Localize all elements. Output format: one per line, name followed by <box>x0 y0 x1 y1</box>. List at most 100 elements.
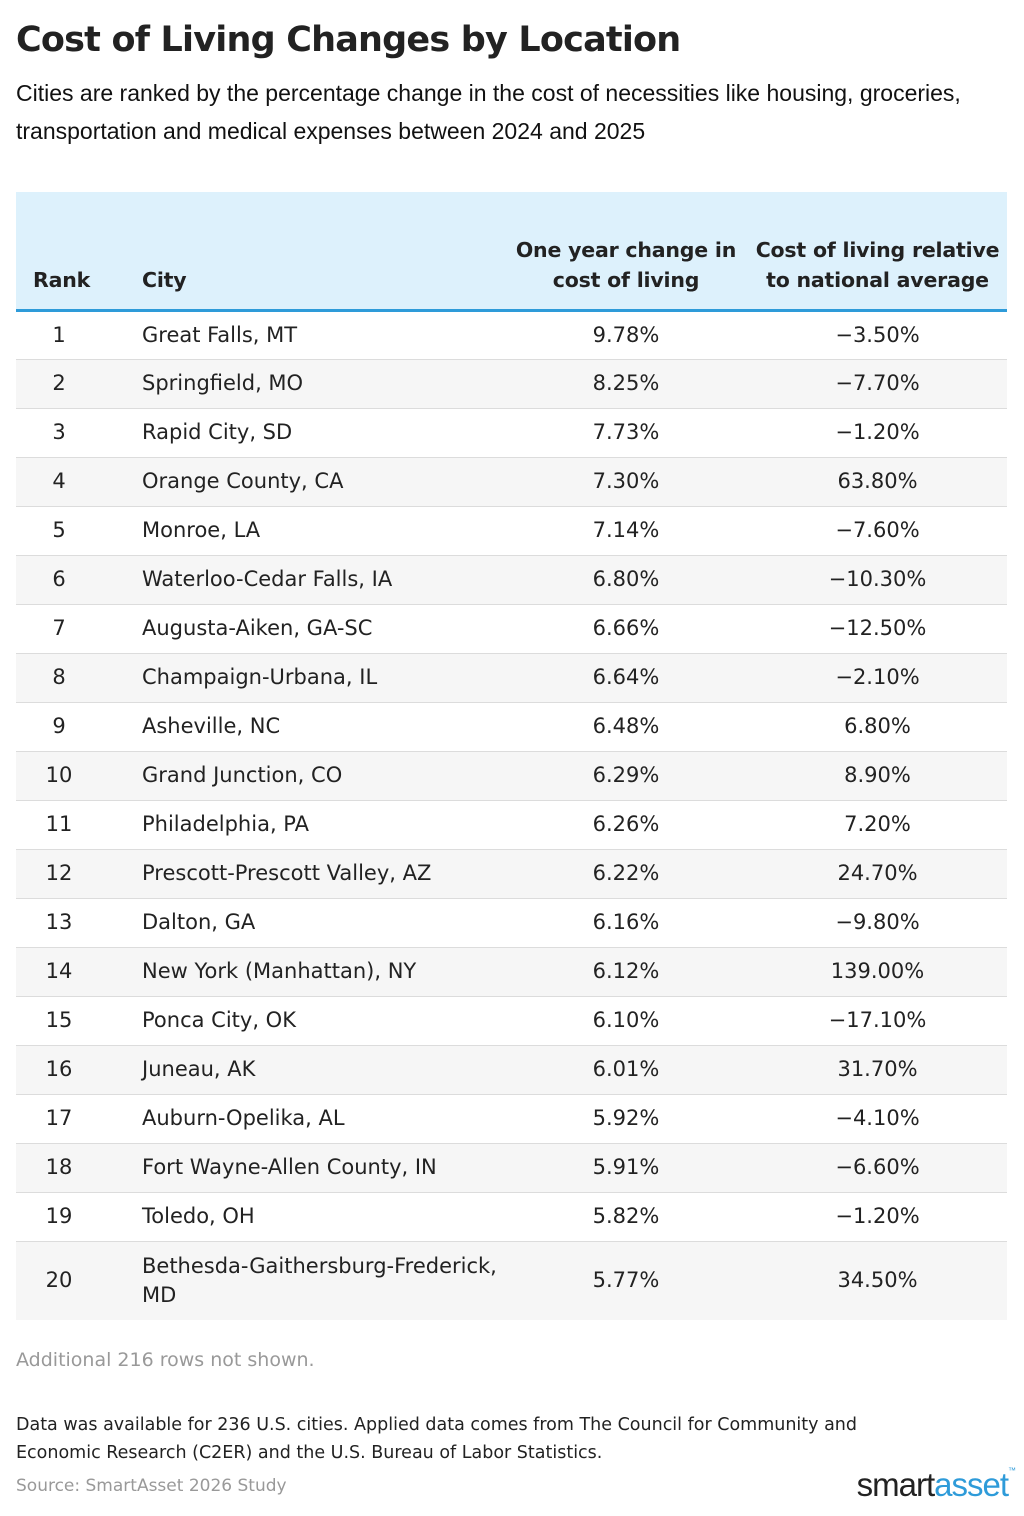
relative-cell: 139.00% <box>830 959 925 983</box>
rank-cell: 4 <box>52 469 66 493</box>
relative-cell: −17.10% <box>828 1008 927 1032</box>
table-row: 15 Ponca City, OK 6.10% −17.10% <box>16 996 1007 1045</box>
change-cell: 7.14% <box>592 518 660 542</box>
relative-cell: −12.50% <box>828 616 927 640</box>
change-cell: 6.29% <box>592 763 660 787</box>
rank-cell: 12 <box>45 861 73 885</box>
rank-cell: 8 <box>52 665 66 689</box>
table-row: 13 Dalton, GA 6.16% −9.80% <box>16 898 1007 947</box>
table-row: 12 Prescott-Prescott Valley, AZ 6.22% 24.70… <box>16 849 1007 898</box>
city-cell: Toledo, OH <box>142 1204 255 1228</box>
relative-cell: 34.50% <box>837 1268 918 1293</box>
change-cell: 7.30% <box>592 469 660 493</box>
column-header-relative: Cost of living relative to national aver… <box>748 192 1007 312</box>
change-cell: 6.80% <box>592 567 660 591</box>
table-row: 16 Juneau, AK 6.01% 31.70% <box>16 1045 1007 1094</box>
rank-cell: 9 <box>52 714 66 738</box>
city-cell: Ponca City, OK <box>142 1008 296 1032</box>
rank-cell: 10 <box>45 763 73 787</box>
table-row: 2 Springfield, MO 8.25% −7.70% <box>16 359 1007 408</box>
change-cell: 5.91% <box>592 1155 660 1179</box>
change-cell: 6.10% <box>592 1008 660 1032</box>
change-cell: 6.12% <box>592 959 660 983</box>
chart-subtitle: Cities are ranked by the percentage chan… <box>16 80 961 144</box>
rank-cell: 20 <box>45 1268 73 1293</box>
ranking-table: Rank City One year change in cost of liv… <box>16 192 1007 1320</box>
relative-cell: −7.60% <box>835 518 920 542</box>
table-row: 19 Toledo, OH 5.82% −1.20% <box>16 1192 1007 1241</box>
table-row: 14 New York (Manhattan), NY 6.12% 139.00% <box>16 947 1007 996</box>
rank-cell: 1 <box>52 322 66 347</box>
city-cell: Bethesda-Gaithersburg-Frederick, MD <box>142 1253 497 1307</box>
table-row: 4 Orange County, CA 7.30% 63.80% <box>16 457 1007 506</box>
city-cell: Philadelphia, PA <box>142 812 309 836</box>
change-cell: 6.16% <box>592 910 660 934</box>
relative-cell: −1.20% <box>835 1204 920 1228</box>
column-header-rank: Rank <box>16 192 102 312</box>
city-cell: Springfield, MO <box>142 371 304 395</box>
table-row: 10 Grand Junction, CO 6.29% 8.90% <box>16 751 1007 800</box>
relative-cell: 7.20% <box>844 812 911 836</box>
change-cell: 6.64% <box>592 665 660 689</box>
city-cell: Great Falls, MT <box>142 322 298 347</box>
city-cell: Augusta-Aiken, GA-SC <box>142 616 373 640</box>
table-row: 20 Bethesda-Gaithersburg-Frederick, MD 5.7… <box>16 1241 1007 1320</box>
chart-title: Cost of Living Changes by Location <box>16 20 681 60</box>
change-cell: 5.82% <box>592 1204 660 1228</box>
city-cell: New York (Manhattan), NY <box>142 959 417 983</box>
city-cell: Juneau, AK <box>142 1057 256 1081</box>
city-cell: Waterloo-Cedar Falls, IA <box>142 567 393 591</box>
table-row: 5 Monroe, LA 7.14% −7.60% <box>16 506 1007 555</box>
change-cell: 6.26% <box>592 812 660 836</box>
smartasset-logo: smartasset™ <box>856 1466 1016 1503</box>
rank-cell: 3 <box>52 420 66 444</box>
rank-cell: 13 <box>45 910 73 934</box>
table-row: 18 Fort Wayne-Allen County, IN 5.91% −6.60% <box>16 1143 1007 1192</box>
rank-cell: 11 <box>45 812 73 836</box>
change-cell: 8.25% <box>592 371 660 395</box>
city-cell: Fort Wayne-Allen County, IN <box>142 1155 437 1179</box>
rank-cell: 18 <box>45 1155 73 1179</box>
change-cell: 6.48% <box>592 714 660 738</box>
relative-cell: −4.10% <box>835 1106 920 1130</box>
source-note: Source: SmartAsset 2026 Study <box>16 1476 287 1496</box>
relative-cell: −6.60% <box>835 1155 920 1179</box>
rank-cell: 17 <box>45 1106 73 1130</box>
rank-cell: 2 <box>52 371 66 395</box>
rank-cell: 6 <box>52 567 66 591</box>
rank-cell: 7 <box>52 616 66 640</box>
rank-cell: 16 <box>45 1057 73 1081</box>
change-cell: 5.92% <box>592 1106 660 1130</box>
city-cell: Monroe, LA <box>142 518 261 542</box>
relative-cell: −10.30% <box>828 567 927 591</box>
data-footnote: Data was available for 236 U.S. cities. … <box>16 1415 857 1463</box>
table-row: 9 Asheville, NC 6.48% 6.80% <box>16 702 1007 751</box>
rank-cell: 15 <box>45 1008 73 1032</box>
column-header-change: One year change in cost of living <box>504 192 748 312</box>
table-row: 6 Waterloo-Cedar Falls, IA 6.80% −10.30% <box>16 555 1007 604</box>
table-row: 3 Rapid City, SD 7.73% −1.20% <box>16 408 1007 457</box>
city-cell: Grand Junction, CO <box>142 763 343 787</box>
city-cell: Auburn-Opelika, AL <box>142 1106 345 1130</box>
relative-cell: 6.80% <box>844 714 911 738</box>
city-cell: Prescott-Prescott Valley, AZ <box>142 861 432 885</box>
change-cell: 6.66% <box>592 616 660 640</box>
city-cell: Asheville, NC <box>142 714 281 738</box>
change-cell: 9.78% <box>592 322 660 347</box>
relative-cell: −7.70% <box>835 371 920 395</box>
relative-cell: −1.20% <box>835 420 920 444</box>
relative-cell: 8.90% <box>844 763 911 787</box>
relative-cell: 24.70% <box>837 861 918 885</box>
relative-cell: −9.80% <box>835 910 920 934</box>
rank-cell: 14 <box>45 959 73 983</box>
relative-cell: 31.70% <box>837 1057 918 1081</box>
relative-cell: −2.10% <box>835 665 920 689</box>
city-cell: Champaign-Urbana, IL <box>142 665 378 689</box>
change-cell: 7.73% <box>592 420 660 444</box>
table-row: 1 Great Falls, MT 9.78% −3.50% <box>16 310 1007 359</box>
relative-cell: −3.50% <box>835 322 920 347</box>
table-row: 7 Augusta-Aiken, GA-SC 6.66% −12.50% <box>16 604 1007 653</box>
relative-cell: 63.80% <box>837 469 918 493</box>
change-cell: 5.77% <box>592 1268 660 1293</box>
city-cell: Dalton, GA <box>142 910 256 934</box>
